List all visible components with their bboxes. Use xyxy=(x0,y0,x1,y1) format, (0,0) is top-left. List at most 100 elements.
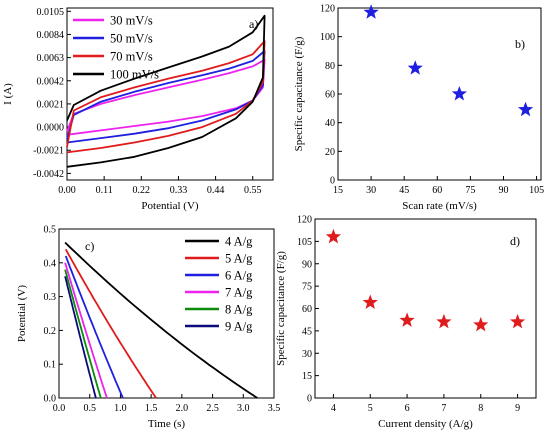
y-tick-label: 0 xyxy=(307,394,312,405)
y-axis-label: Specific capacitance (F/g) xyxy=(293,36,305,151)
y-tick-label: 0.0063 xyxy=(37,53,65,64)
x-tick-label: 15 xyxy=(333,185,343,196)
x-tick-label: 90 xyxy=(498,185,508,196)
x-tick-label: 3.5 xyxy=(268,403,281,414)
legend-label: 5 A/g xyxy=(225,252,253,266)
x-tick-label: 5 xyxy=(368,403,373,414)
x-tick-label: 8 xyxy=(478,403,483,414)
y-tick-label: 0.1 xyxy=(44,360,57,371)
y-tick-label: 15 xyxy=(302,371,312,382)
plot-frame xyxy=(337,7,542,181)
x-tick-label: 9 xyxy=(515,403,520,414)
y-tick-label: 0.2 xyxy=(44,326,57,337)
x-tick-label: 60 xyxy=(432,185,442,196)
x-axis-label: Current density (A/g) xyxy=(378,418,473,430)
data-point-star xyxy=(473,316,489,332)
legend-label: 7 A/g xyxy=(225,286,253,300)
scan-rate-chart: 15 30 45 60 75 90 105 0 20 40 60 80 100 120 Scan rate … xyxy=(293,4,544,213)
y-tick-label: -0.0042 xyxy=(33,169,64,180)
x-tick-label: 45 xyxy=(399,185,409,196)
data-point-star xyxy=(436,313,452,329)
y-tick-label: 60 xyxy=(325,90,335,101)
y-tick-label: -0.0021 xyxy=(33,146,64,157)
y-tick-label: 100 xyxy=(320,32,335,43)
gcd-chart: 0.0 0.5 1.0 1.5 2.0 2.5 3.0 3.5 0.0 0.1 0.2 0.3 0.4 0… xyxy=(16,225,280,431)
legend-label: 6 A/g xyxy=(225,269,253,283)
x-axis-label: Scan rate (mV/s) xyxy=(402,200,477,212)
x-axis-label: Potential (V) xyxy=(141,200,198,212)
x-tick-label: 6 xyxy=(405,403,410,414)
cv-series-line xyxy=(66,14,266,168)
cv-chart: 0.00 0.11 0.22 0.33 0.44 0.55 -0.0042 -0.0021 0.… xyxy=(2,7,274,212)
data-point-star xyxy=(451,86,467,101)
data-point-star xyxy=(407,60,423,75)
cv-series-line xyxy=(66,50,266,144)
y-tick-label: 0.0084 xyxy=(37,30,65,41)
y-axis-label: Potential (V) xyxy=(16,285,28,342)
x-tick-label: 1.5 xyxy=(145,403,158,414)
gcd-series-line xyxy=(65,248,157,399)
cv-series-line xyxy=(66,58,266,136)
panel-label: b) xyxy=(515,37,525,51)
data-point-star xyxy=(399,312,415,327)
y-tick-label: 80 xyxy=(325,61,335,72)
data-point-star xyxy=(509,313,526,329)
y-tick-label: 0 xyxy=(330,176,335,187)
y-tick-label: 75 xyxy=(302,282,312,293)
x-tick-label: 75 xyxy=(465,185,475,196)
x-tick-label: 4 xyxy=(331,403,336,414)
y-tick-label: 30 xyxy=(302,349,312,360)
data-point-star xyxy=(325,228,342,244)
legend-label: 9 A/g xyxy=(225,320,253,334)
x-tick-label: 0.22 xyxy=(133,185,151,196)
legend-label: 100 mV/s xyxy=(110,68,159,82)
x-tick-label: 0.44 xyxy=(207,185,225,196)
y-tick-label: 0.0105 xyxy=(37,7,65,18)
gcd-series-line xyxy=(64,276,97,399)
y-tick-label: 45 xyxy=(302,326,312,337)
x-tick-label: 0.55 xyxy=(244,185,262,196)
data-point-star xyxy=(517,101,534,117)
legend-label: 70 mV/s xyxy=(110,50,153,64)
x-tick-label: 0.5 xyxy=(83,403,96,414)
y-tick-label: 0.4 xyxy=(44,258,57,269)
y-tick-label: 120 xyxy=(320,4,335,15)
panel-label: a) xyxy=(249,17,258,31)
data-point-star xyxy=(363,4,379,19)
plot-frame xyxy=(66,7,274,181)
y-tick-label: 0.0042 xyxy=(37,76,65,87)
gcd-series-line xyxy=(64,241,258,399)
x-tick-label: 1.0 xyxy=(114,403,127,414)
x-tick-label: 30 xyxy=(366,185,376,196)
plot-frame xyxy=(314,218,537,399)
x-tick-label: 0.11 xyxy=(96,185,113,196)
gcd-series-line xyxy=(64,255,124,399)
gcd-series-line xyxy=(64,269,102,399)
legend-label: 8 A/g xyxy=(225,303,253,317)
x-tick-label: 0.0 xyxy=(53,403,66,414)
x-tick-label: 0.33 xyxy=(170,185,188,196)
y-tick-label: 0.5 xyxy=(44,225,57,236)
y-tick-label: 20 xyxy=(325,147,335,158)
panel-label: c) xyxy=(85,239,94,253)
legend-label: 50 mV/s xyxy=(110,32,153,46)
y-tick-label: 0.0 xyxy=(44,394,57,405)
legend-label: 30 mV/s xyxy=(110,14,153,28)
y-tick-label: 60 xyxy=(302,304,312,315)
cv-series-line xyxy=(66,40,266,154)
y-axis-label: Specific capacitance (F/g) xyxy=(275,251,287,366)
x-tick-label: 3.0 xyxy=(237,403,250,414)
y-tick-label: 120 xyxy=(297,215,312,226)
x-tick-label: 0.00 xyxy=(58,185,76,196)
legend-label: 4 A/g xyxy=(225,235,253,249)
x-tick-label: 2.0 xyxy=(176,403,189,414)
y-tick-label: 90 xyxy=(302,259,312,270)
panel-label: d) xyxy=(510,234,520,248)
data-point-star xyxy=(362,294,378,310)
x-axis-label: Time (s) xyxy=(148,418,186,430)
y-tick-label: 0.0021 xyxy=(37,99,65,110)
x-tick-label: 7 xyxy=(441,403,446,414)
y-tick-label: 0.3 xyxy=(44,292,57,303)
